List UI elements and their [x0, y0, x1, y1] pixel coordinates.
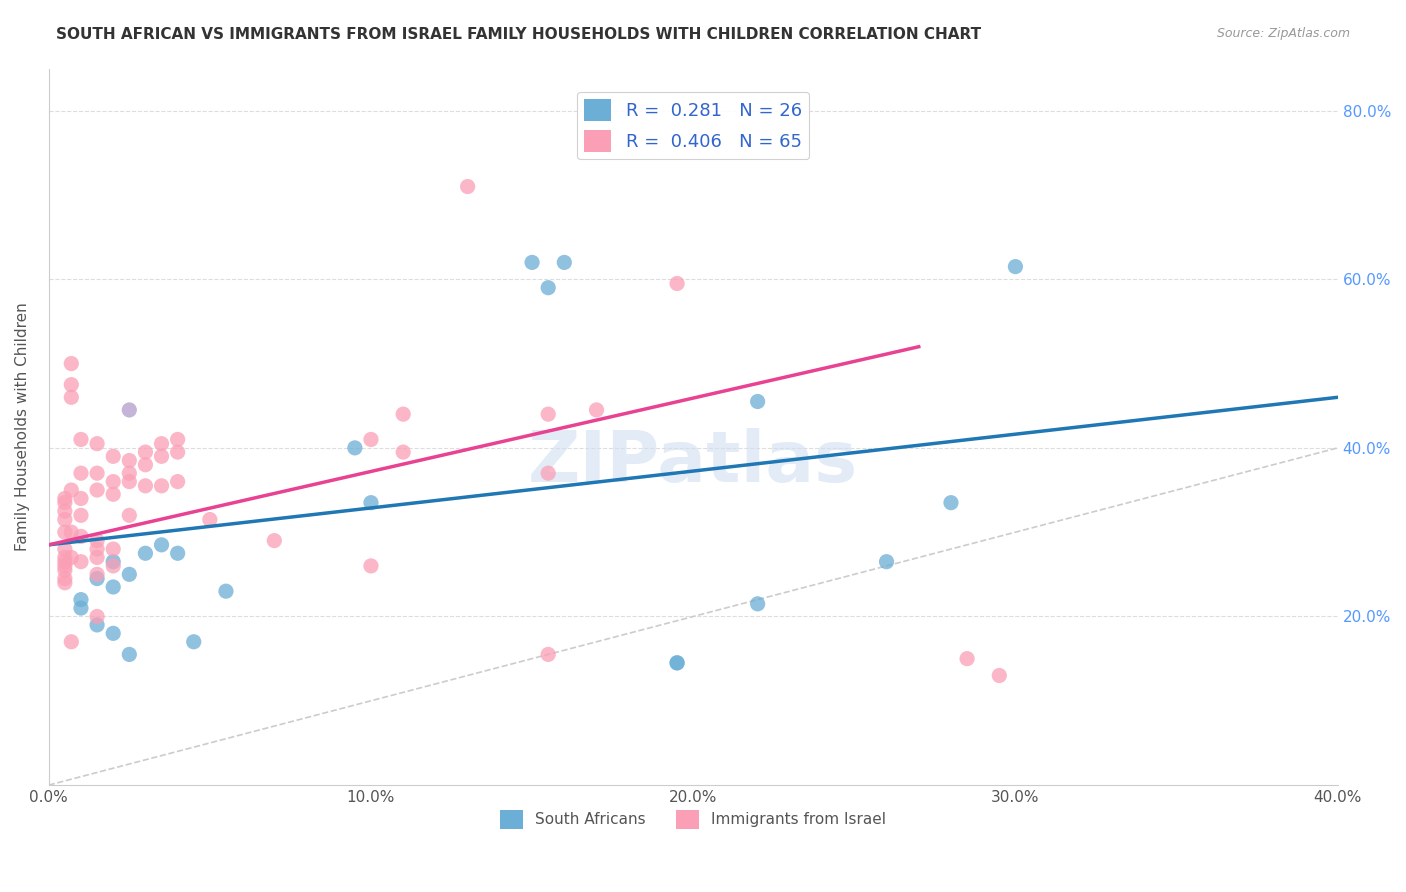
Point: [166, 475, 188, 489]
Point: [343, 441, 366, 455]
Point: [150, 479, 173, 493]
Point: [666, 277, 689, 291]
Point: [103, 626, 125, 640]
Point: [956, 651, 979, 665]
Point: [103, 555, 125, 569]
Point: [86, 567, 108, 582]
Point: [60, 634, 83, 648]
Point: [103, 580, 125, 594]
Point: [53, 525, 76, 540]
Point: [537, 281, 560, 295]
Point: [666, 656, 689, 670]
Point: [53, 575, 76, 590]
Point: [60, 483, 83, 497]
Y-axis label: Family Households with Children: Family Households with Children: [15, 302, 30, 551]
Point: [86, 550, 108, 565]
Point: [70, 433, 93, 447]
Point: [134, 458, 156, 472]
Point: [53, 504, 76, 518]
Point: [134, 479, 156, 493]
Point: [215, 584, 238, 599]
Point: [103, 542, 125, 557]
Point: [53, 512, 76, 526]
Point: [70, 601, 93, 615]
Point: [70, 592, 93, 607]
Point: [747, 597, 769, 611]
Point: [118, 453, 141, 467]
Point: [53, 491, 76, 506]
Point: [150, 538, 173, 552]
Text: Source: ZipAtlas.com: Source: ZipAtlas.com: [1216, 27, 1350, 40]
Point: [118, 567, 141, 582]
Point: [457, 179, 479, 194]
Point: [198, 512, 221, 526]
Point: [150, 450, 173, 464]
Point: [86, 466, 108, 480]
Point: [939, 496, 962, 510]
Point: [86, 483, 108, 497]
Point: [53, 558, 76, 573]
Point: [103, 487, 125, 501]
Point: [103, 475, 125, 489]
Point: [537, 407, 560, 421]
Point: [60, 377, 83, 392]
Point: [747, 394, 769, 409]
Point: [263, 533, 285, 548]
Point: [134, 546, 156, 560]
Point: [70, 555, 93, 569]
Point: [360, 496, 382, 510]
Point: [70, 508, 93, 523]
Point: [392, 445, 415, 459]
Point: [60, 390, 83, 404]
Point: [53, 550, 76, 565]
Point: [118, 648, 141, 662]
Point: [118, 508, 141, 523]
Point: [585, 403, 607, 417]
Point: [86, 572, 108, 586]
Point: [876, 555, 898, 569]
Text: ZIPatlas: ZIPatlas: [529, 428, 858, 497]
Point: [53, 496, 76, 510]
Point: [183, 634, 205, 648]
Point: [60, 357, 83, 371]
Point: [392, 407, 415, 421]
Point: [118, 403, 141, 417]
Point: [134, 445, 156, 459]
Point: [70, 491, 93, 506]
Text: SOUTH AFRICAN VS IMMIGRANTS FROM ISRAEL FAMILY HOUSEHOLDS WITH CHILDREN CORRELAT: SOUTH AFRICAN VS IMMIGRANTS FROM ISRAEL …: [56, 27, 981, 42]
Point: [86, 533, 108, 548]
Point: [666, 656, 689, 670]
Point: [537, 466, 560, 480]
Point: [103, 558, 125, 573]
Legend: South Africans, Immigrants from Israel: South Africans, Immigrants from Israel: [494, 804, 893, 835]
Point: [520, 255, 543, 269]
Point: [70, 529, 93, 543]
Point: [53, 572, 76, 586]
Point: [86, 618, 108, 632]
Point: [537, 648, 560, 662]
Point: [70, 466, 93, 480]
Point: [360, 558, 382, 573]
Point: [166, 546, 188, 560]
Point: [53, 563, 76, 577]
Point: [53, 542, 76, 557]
Point: [166, 433, 188, 447]
Point: [118, 475, 141, 489]
Point: [60, 550, 83, 565]
Point: [86, 542, 108, 557]
Point: [166, 445, 188, 459]
Point: [103, 450, 125, 464]
Point: [53, 555, 76, 569]
Point: [150, 436, 173, 450]
Point: [60, 525, 83, 540]
Point: [553, 255, 575, 269]
Point: [86, 436, 108, 450]
Point: [988, 668, 1011, 682]
Point: [360, 433, 382, 447]
Point: [86, 609, 108, 624]
Point: [118, 466, 141, 480]
Point: [1004, 260, 1026, 274]
